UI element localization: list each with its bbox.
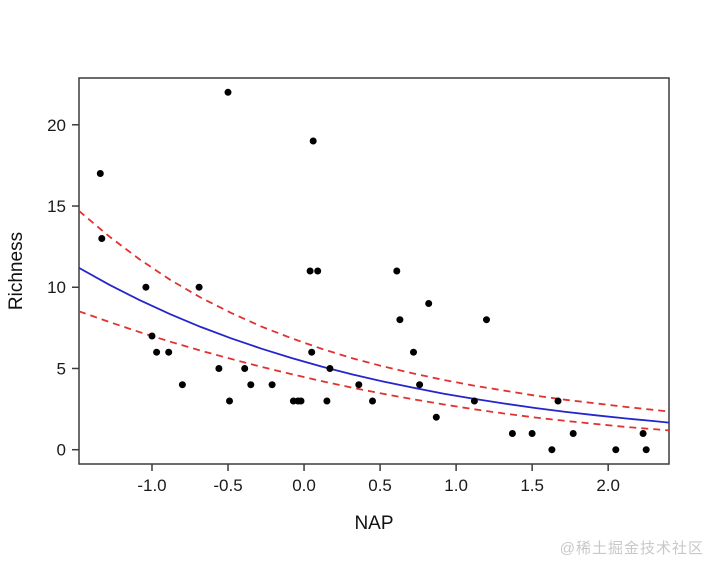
data-point: [425, 300, 433, 307]
x-tick-label: 0.0: [292, 476, 316, 495]
data-point: [432, 413, 440, 421]
y-tick-label: 20: [47, 116, 66, 135]
data-point: [528, 430, 536, 437]
data-point: [98, 235, 106, 242]
data-point: [639, 430, 647, 437]
ci-lower-line: [78, 310, 670, 432]
data-point: [554, 397, 562, 405]
data-point: [314, 267, 322, 275]
data-point: [355, 381, 363, 389]
data-point: [195, 283, 203, 291]
data-point: [153, 348, 161, 356]
x-tick-label: -1.0: [137, 476, 166, 495]
data-point: [309, 137, 317, 145]
data-point: [96, 170, 104, 177]
data-point: [393, 267, 401, 275]
x-tick-label: -0.5: [213, 476, 242, 495]
x-tick-label: 0.5: [368, 476, 392, 495]
y-tick-label: 5: [57, 359, 66, 378]
x-tick-label: 2.0: [596, 476, 620, 495]
data-point: [268, 381, 276, 389]
fitted-curve-line: [78, 267, 670, 424]
y-axis-title: Richness: [6, 231, 27, 311]
data-point: [470, 397, 478, 405]
data-point: [306, 267, 314, 275]
y-tick-label: 10: [47, 278, 66, 297]
data-point: [148, 332, 156, 340]
data-point: [224, 88, 232, 96]
plot-border: [78, 77, 670, 465]
data-point: [165, 348, 173, 356]
data-point: [642, 446, 650, 454]
data-point: [247, 381, 255, 389]
data-point: [569, 430, 577, 437]
x-axis-title: NAP: [354, 513, 394, 534]
watermark-text: @稀土掘金技术社区: [559, 540, 704, 557]
data-point: [326, 365, 334, 372]
data-point: [548, 446, 556, 454]
data-point: [297, 397, 305, 405]
data-point: [215, 365, 223, 372]
x-tick-label: 1.0: [444, 476, 468, 495]
data-point: [241, 365, 249, 372]
data-point: [483, 316, 490, 324]
x-tick-label: 1.5: [520, 476, 544, 495]
y-tick-label: 0: [57, 441, 66, 460]
ci-upper-line: [78, 210, 670, 413]
data-point: [508, 430, 516, 437]
data-point: [410, 348, 417, 356]
data-point: [612, 446, 620, 454]
y-tick-label: 15: [47, 197, 66, 216]
data-point: [396, 316, 404, 324]
data-point: [142, 283, 150, 291]
data-point: [416, 381, 424, 389]
data-point: [178, 381, 186, 389]
data-point: [308, 348, 316, 356]
data-point: [323, 397, 331, 405]
data-point: [369, 397, 376, 405]
data-point: [226, 397, 233, 405]
